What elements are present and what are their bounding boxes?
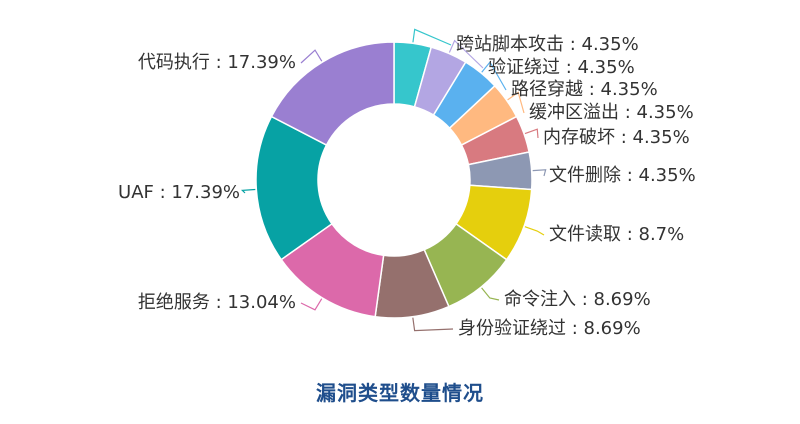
leader-line: [532, 169, 547, 177]
leader-line: [448, 39, 484, 69]
leader-line: [240, 188, 256, 194]
slice-label: 缓冲区溢出 : 4.35%: [529, 102, 694, 123]
slice-label: UAF : 17.39%: [118, 182, 240, 203]
leader-line: [412, 28, 452, 46]
slice-label: 跨站脚本攻击 : 4.35%: [456, 34, 639, 55]
slice-label: 验证绕过 : 4.35%: [488, 57, 635, 78]
slice-labels: 跨站脚本攻击 : 4.35%验证绕过 : 4.35%路径穿越 : 4.35%缓冲…: [118, 34, 696, 339]
slice-label: 文件删除 : 4.35%: [549, 165, 696, 186]
slice-label: 路径穿越 : 4.35%: [511, 79, 658, 100]
slice-12[interactable]: [270, 41, 395, 147]
leader-line: [524, 226, 545, 236]
slice-label: 文件读取 : 8.7%: [549, 224, 684, 245]
leader-line: [507, 91, 525, 114]
leader-line: [300, 298, 323, 311]
leader-line: [300, 49, 323, 64]
leader-line: [481, 61, 507, 91]
leader-line: [524, 128, 539, 139]
slice-label: 拒绝服务 : 13.04%: [138, 292, 296, 313]
slice-label: 身份验证绕过 : 8.69%: [458, 318, 641, 339]
chart-caption: 漏洞类型数量情况: [316, 381, 484, 405]
slice-label: 代码执行 : 17.39%: [138, 52, 296, 73]
leader-line: [481, 287, 500, 301]
leader-lines: [240, 28, 547, 332]
leader-line: [412, 317, 454, 332]
slice-label: 命令注入 : 8.69%: [504, 289, 651, 310]
donut-slices: [255, 41, 533, 319]
slice-label: 内存破坏 : 4.35%: [543, 127, 690, 148]
